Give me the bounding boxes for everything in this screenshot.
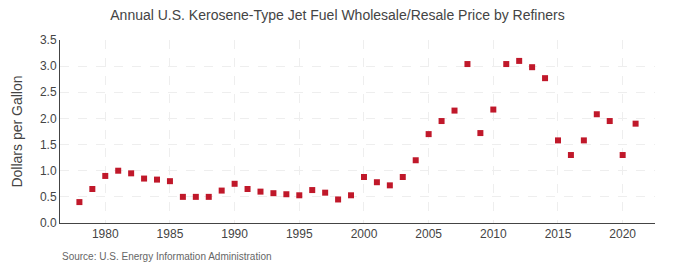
- svg-text:Annual U.S. Kerosene-Type Jet: Annual U.S. Kerosene-Type Jet Fuel Whole…: [110, 7, 564, 23]
- svg-text:1.5: 1.5: [40, 138, 57, 152]
- svg-text:Source: U.S. Energy Informatio: Source: U.S. Energy Information Administ…: [62, 251, 272, 262]
- svg-text:2.5: 2.5: [40, 85, 57, 99]
- svg-text:2000: 2000: [351, 227, 378, 241]
- svg-text:1995: 1995: [286, 227, 313, 241]
- svg-text:1980: 1980: [92, 227, 119, 241]
- svg-text:1990: 1990: [221, 227, 248, 241]
- svg-text:0.0: 0.0: [40, 216, 57, 230]
- svg-text:2015: 2015: [545, 227, 572, 241]
- svg-text:Dollars per Gallon: Dollars per Gallon: [9, 75, 25, 187]
- svg-text:2005: 2005: [415, 227, 442, 241]
- svg-text:1.0: 1.0: [40, 164, 57, 178]
- svg-text:3.0: 3.0: [40, 59, 57, 73]
- svg-text:2.0: 2.0: [40, 112, 57, 126]
- svg-text:0.5: 0.5: [40, 190, 57, 204]
- svg-text:2020: 2020: [609, 227, 636, 241]
- svg-text:1985: 1985: [157, 227, 184, 241]
- svg-text:3.5: 3.5: [40, 33, 57, 47]
- svg-text:2010: 2010: [480, 227, 507, 241]
